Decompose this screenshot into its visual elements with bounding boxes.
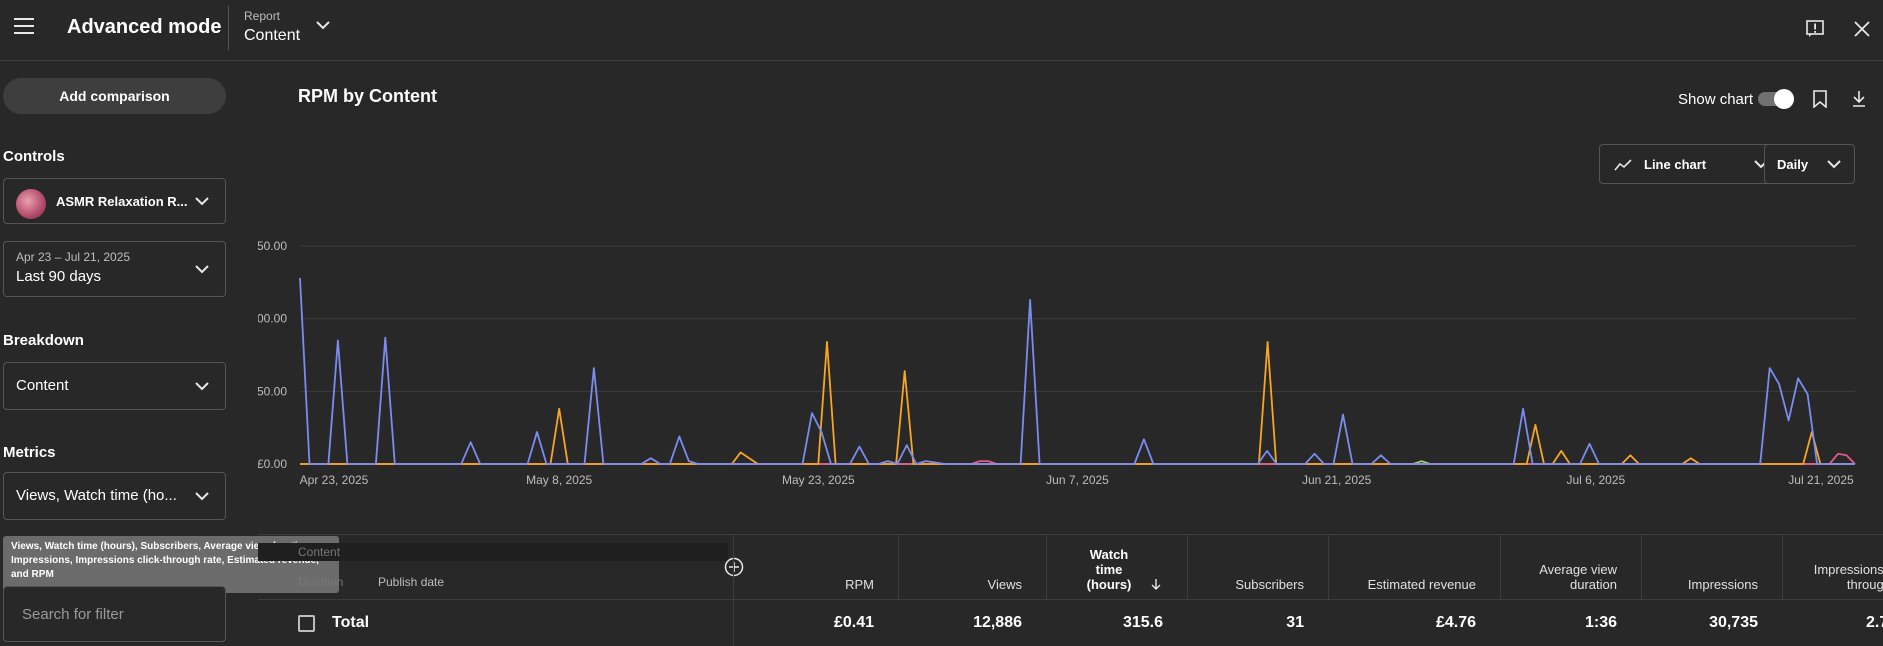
breakdown-selector[interactable]: Content [3, 362, 226, 410]
column-views[interactable]: Views [898, 535, 1046, 600]
total-average-view-duration: 1:36 [1584, 614, 1617, 631]
total-views: 12,886 [973, 614, 1022, 631]
date-range-selector[interactable]: Apr 23 – Jul 21, 2025 Last 90 days [3, 241, 226, 297]
x-tick-label: Apr 23, 2025 [300, 473, 369, 487]
column-header: Views [987, 577, 1022, 592]
column-watch-time[interactable]: Watch time (hours) [1046, 535, 1187, 600]
chevron-down-icon [195, 492, 209, 501]
interval-selector[interactable]: Daily [1764, 144, 1855, 184]
download-icon[interactable] [1851, 90, 1867, 108]
duration-header[interactable]: Duration [298, 575, 344, 589]
report-label: Report [244, 9, 281, 23]
divider [228, 6, 229, 50]
breakdown-label: Breakdown [3, 332, 84, 349]
column-header: Average view duration [1539, 562, 1617, 592]
x-tick-label: May 23, 2025 [782, 473, 855, 487]
total-estimated-revenue: £4.76 [1435, 614, 1476, 631]
total-subscribers: 31 [1286, 614, 1304, 631]
column-header: Estimated revenue [1367, 577, 1476, 592]
add-comparison-button[interactable]: Add comparison [3, 78, 226, 114]
report-selector[interactable]: Content [244, 27, 301, 44]
close-icon[interactable] [1853, 20, 1871, 38]
total-impressions: 30,735 [1709, 614, 1758, 631]
chevron-down-icon [195, 382, 209, 391]
select-total-checkbox[interactable] [298, 615, 315, 632]
interval-label: Daily [1777, 157, 1809, 172]
column-impressions-ctr[interactable]: Impressions click-through rate [1782, 535, 1883, 600]
show-chart-label: Show chart [1678, 91, 1754, 108]
chevron-down-icon [195, 197, 209, 206]
column-header: RPM [845, 577, 874, 592]
main-panel: RPM by Content Show chart Line chart Dai… [258, 62, 1883, 646]
column-header: Impressions click-through rate [1813, 562, 1883, 592]
chevron-down-icon[interactable] [316, 20, 330, 30]
publish-date-header[interactable]: Publish date [378, 575, 445, 589]
y-tick-label: £50.00 [258, 384, 287, 398]
y-tick-label: £0.00 [258, 457, 287, 471]
chart-title: RPM by Content [298, 86, 437, 106]
column-estimated-revenue[interactable]: Estimated revenue [1328, 535, 1500, 600]
x-tick-label: Jun 7, 2025 [1046, 473, 1109, 487]
table-header: Content Duration Publish date RPM Views … [258, 534, 1883, 600]
x-tick-label: May 8, 2025 [526, 473, 592, 487]
total-label: Total [332, 614, 370, 631]
page-title: Advanced mode [67, 16, 222, 38]
series-line-3[interactable] [300, 452, 1856, 465]
y-tick-label: £100.00 [258, 312, 287, 326]
series-line-1[interactable] [299, 277, 1855, 465]
line-chart-icon [1614, 159, 1632, 171]
x-tick-label: Jun 21, 2025 [1302, 473, 1372, 487]
top-bar: Advanced mode Report Content [0, 0, 1883, 61]
metrics-label: Metrics [3, 444, 56, 461]
column-subscribers[interactable]: Subscribers [1187, 535, 1328, 600]
search-input[interactable] [3, 586, 226, 642]
chart-type-selector[interactable]: Line chart [1599, 144, 1785, 184]
sort-arrow-down-icon [1151, 579, 1161, 590]
rpm-line-chart[interactable]: £0.00 £50.00 £100.00 £150.00 Apr 23, 2025 May… [258, 192, 1883, 492]
controls-label: Controls [3, 148, 65, 165]
menu-icon[interactable] [14, 18, 34, 34]
metrics-tooltip: Views, Watch time (hours), Subscribers, … [3, 536, 339, 593]
column-header: Impressions [1687, 577, 1758, 592]
content-column-chip[interactable]: Content [258, 543, 728, 561]
date-range-value: Last 90 days [16, 268, 102, 285]
channel-selector[interactable]: ASMR Relaxation R... [3, 178, 226, 224]
total-rpm: £0.41 [833, 614, 874, 631]
date-range-dates: Apr 23 – Jul 21, 2025 [16, 250, 131, 264]
chevron-down-icon [195, 265, 209, 274]
metrics-value: Views, Watch time (ho... [16, 487, 177, 504]
column-impressions[interactable]: Impressions [1641, 535, 1782, 600]
bookmark-icon[interactable] [1812, 90, 1828, 108]
breakdown-value: Content [16, 377, 69, 394]
chevron-down-icon [1827, 160, 1841, 169]
column-header: Watch time (hours) [1086, 547, 1132, 592]
toggle-knob [1774, 89, 1794, 109]
show-chart-toggle[interactable] [1758, 89, 1794, 109]
column-average-view-duration[interactable]: Average view duration [1500, 535, 1641, 600]
total-watch-time: 315.6 [1122, 614, 1163, 631]
avatar [16, 189, 46, 219]
divider [733, 600, 734, 646]
chart-type-label: Line chart [1644, 157, 1707, 172]
metrics-selector[interactable]: Views, Watch time (ho... [3, 472, 226, 520]
sidebar: Add comparison Controls ASMR Relaxation … [0, 62, 339, 645]
x-tick-label: Jul 21, 2025 [1788, 473, 1854, 487]
column-header: Subscribers [1235, 577, 1304, 592]
table-row-total: Total £0.41 12,886 315.6 31 £4.76 1:36 3… [258, 599, 1883, 646]
channel-name: ASMR Relaxation R... [56, 194, 188, 209]
y-tick-label: £150.00 [258, 239, 287, 253]
column-rpm[interactable]: RPM [733, 535, 898, 600]
add-column-icon[interactable] [724, 557, 744, 577]
data-table: Content Duration Publish date RPM Views … [258, 534, 1883, 646]
x-tick-label: Jul 6, 2025 [1566, 473, 1625, 487]
feedback-icon[interactable] [1806, 20, 1824, 38]
total-impressions-ctr: 2.7 [1866, 614, 1883, 631]
